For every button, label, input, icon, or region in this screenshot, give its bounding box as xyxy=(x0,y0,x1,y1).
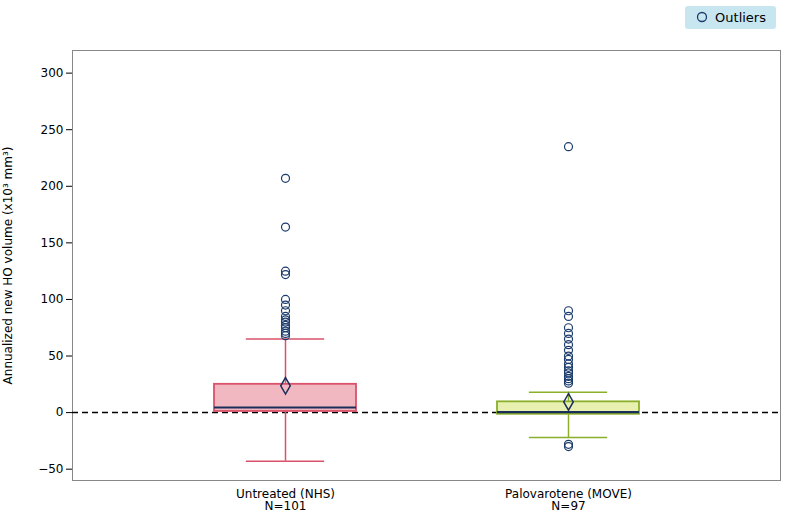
svg-text:−50: −50 xyxy=(38,462,63,476)
svg-text:150: 150 xyxy=(41,236,64,250)
html-text:Outliers: Outliers xyxy=(715,9,766,25)
svg-text:Annualized new HO volume (x10³: Annualized new HO volume (x10³ mm³) xyxy=(1,147,15,385)
svg-text:50: 50 xyxy=(48,349,63,363)
svg-text:300: 300 xyxy=(41,66,64,80)
svg-text:200: 200 xyxy=(41,179,64,193)
svg-text:Untreated (NHS)N=101: Untreated (NHS)N=101 xyxy=(236,487,335,513)
svg-text:Palovarotene (MOVE)N=97: Palovarotene (MOVE)N=97 xyxy=(505,487,632,513)
svg-text:100: 100 xyxy=(41,292,64,306)
svg-text:250: 250 xyxy=(41,123,64,137)
svg-text:0: 0 xyxy=(56,405,64,419)
